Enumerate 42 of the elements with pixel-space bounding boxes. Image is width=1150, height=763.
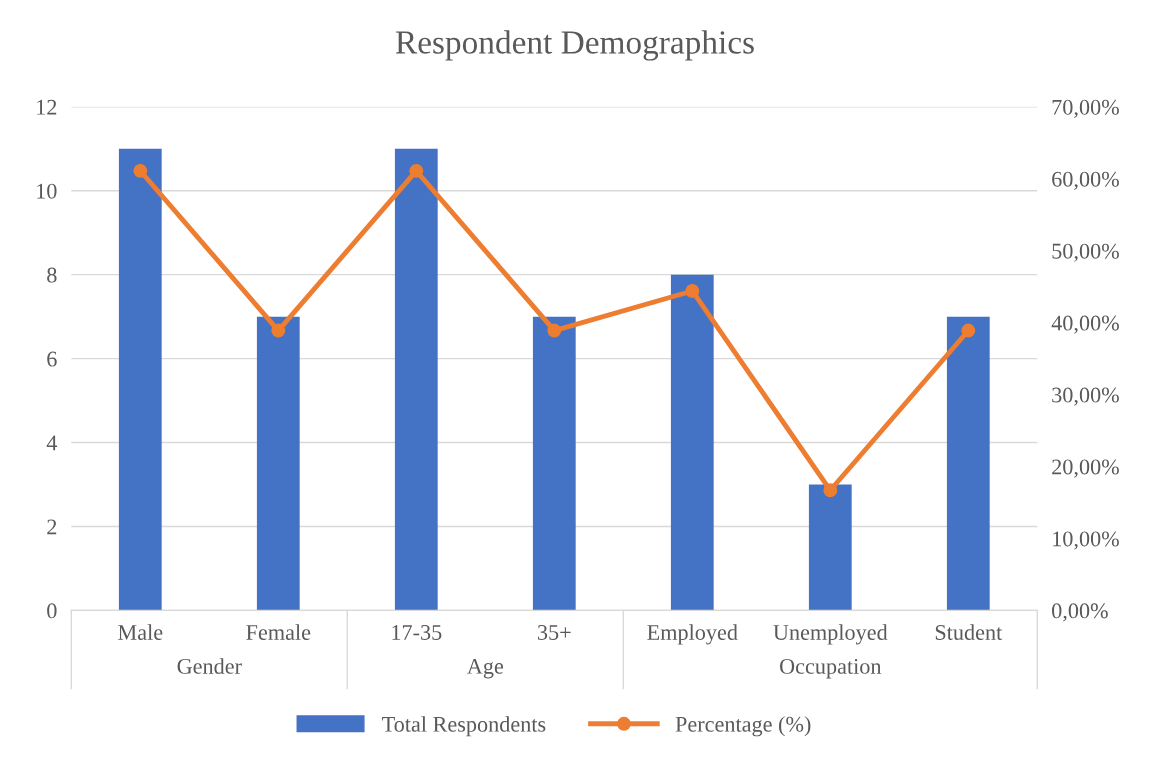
bar <box>946 316 990 611</box>
y-tick-label: 6 <box>47 351 57 367</box>
y-tick-label: 12 <box>37 99 57 115</box>
point <box>271 323 286 338</box>
y2-tick-label: 60,00% <box>1052 171 1119 190</box>
bar <box>532 316 576 611</box>
y-tick-label: 8 <box>47 267 57 283</box>
y2-tick-label: 10,00% <box>1053 531 1119 550</box>
y-tick-label: 10 <box>37 183 57 199</box>
chart-title: Respondent Demographics <box>395 30 754 61</box>
bar <box>394 148 438 611</box>
x-tick-label: Male <box>118 624 163 640</box>
bar <box>670 274 714 611</box>
y2-tick-label: 20,00% <box>1052 459 1119 478</box>
text: Occupation <box>780 658 882 679</box>
text: Age <box>467 658 504 679</box>
bar <box>808 484 852 611</box>
point <box>823 483 838 498</box>
x-tick-label: 35+ <box>537 624 571 640</box>
y2-tick-label: 30,00% <box>1052 387 1119 406</box>
x-tick-label: Employed <box>647 624 738 645</box>
point <box>133 163 148 178</box>
point <box>409 163 424 178</box>
bar <box>118 148 162 611</box>
point <box>961 323 976 338</box>
x-tick-label: Unemployed <box>773 624 888 645</box>
legend-label: Percentage (%) <box>675 716 811 737</box>
text: Gender <box>177 658 242 674</box>
x-tick-label: 17-35 <box>392 624 442 640</box>
y-tick-label: 0 <box>47 603 57 619</box>
point <box>685 284 700 298</box>
y-tick-label: 4 <box>46 435 58 451</box>
y-tick-label: 2 <box>47 519 57 535</box>
y2-tick-label: 40,00% <box>1051 315 1119 334</box>
x-tick-label: Female <box>246 624 311 640</box>
legend-label: Total Respondents <box>382 716 546 737</box>
point <box>547 323 562 338</box>
x-tick-label: Student <box>935 624 1003 640</box>
y2-tick-label: 50,00% <box>1052 243 1119 262</box>
bar <box>256 316 300 611</box>
y2-tick-label: 70,00% <box>1052 99 1119 118</box>
y2-tick-label: 0,00% <box>1052 603 1108 622</box>
